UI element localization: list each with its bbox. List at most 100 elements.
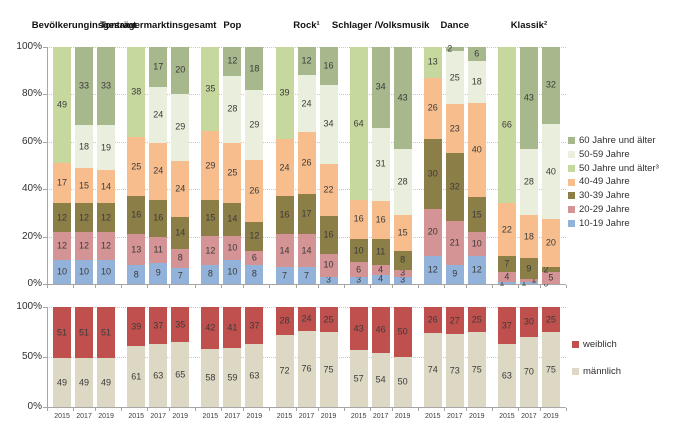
x-axis-tick [243,408,245,411]
bar-segment: 10 [223,236,242,261]
bar-segment: 9 [519,257,538,280]
bar-segment: 7 [171,267,190,284]
bar-segment: 3 [393,268,412,277]
x-axis-tick [195,408,197,411]
bar-value-label: 29 [249,119,260,130]
bar-segment: 7 [297,267,316,284]
x-axis-tick [95,408,97,411]
bar-value-label: 20 [427,226,438,237]
bar-value-label: 1 [499,277,505,288]
bar-value-label: 49 [101,377,112,387]
year-label: 2017 [372,413,389,420]
bar-value-label: 24 [153,109,164,120]
x-axis-tick [169,408,171,411]
bar-value-label: 24 [279,162,290,173]
bar-segment: 5 [541,272,560,284]
legend-label: 50 Jahre und älter³ [579,162,659,174]
bar: 10 12 12 14 19 33 [97,47,116,284]
legend-item: 10-19 Jahre [568,219,630,229]
age-distribution-chart: 100% 80% 60% 40% 20% 0% 10 12 12 17 49 10 12 12 15 18 33… [16,41,567,289]
bar: 7 14 17 26 24 12 [297,47,316,284]
bar-segment: 22 [497,203,516,256]
bar-value-label: 15 [471,209,482,220]
bar-value-label: 22 [501,224,512,235]
x-axis-tick [491,408,493,411]
x-axis-tick [243,285,245,288]
bar-value-label: 24 [175,183,186,194]
group-header: Pop [223,19,242,31]
bar-segment: 12 [53,231,72,261]
bar-segment: 58 [201,349,220,407]
bar-segment: 12 [97,231,116,261]
bar-segment: 40 [467,103,486,198]
bar-value-label: 16 [131,209,142,220]
bar-value-label: 16 [323,60,334,71]
legend-label: 10-19 Jahre [579,217,630,229]
x-axis-tick [47,285,48,288]
group-header: Bevölkerung insgesamt [31,19,137,31]
bar-segment: 18 [245,47,264,91]
group-headers: Bevölkerung insgesamt Tonträgermarkt insges… [0,0,675,46]
bar-segment: 32 [445,152,464,221]
y-tick-label: 0% [27,401,42,412]
legend-swatch [568,151,575,159]
bar-segment: 8 [171,249,190,268]
bar: 8 13 16 25 38 [127,47,146,284]
bar-value-label: 4 [378,264,384,275]
year-label: 2017 [298,413,315,420]
legend-item: 60 Jahre und älter [568,136,656,146]
bar-segment: 4 [497,272,516,282]
age-legend: 60 Jahre und älter 50-59 Jahre 50 Jahre un… [560,130,675,260]
bar-segment: 24 [297,307,316,331]
bar: 72 28 [275,307,294,407]
bar-value-label: 40 [471,144,482,155]
bar-segment: 10 [75,260,94,284]
bar-segment: 61 [127,346,146,407]
bar-segment: 28 [393,148,412,216]
bar-value-label: 58 [205,372,216,383]
bar-value-label: 25 [545,314,556,324]
bar-segment: 50 [393,357,412,407]
bar-value-label: 10 [353,245,364,255]
legend-swatch [568,192,575,200]
legend-item: 30-39 Jahre [568,191,630,201]
bar-segment: 46 [371,307,390,353]
bar-value-label: 12 [79,212,90,223]
x-axis-tick [121,408,123,411]
bar-segment: 11 [149,237,168,263]
y-tick-label: 100% [16,41,42,52]
bar: 57 43 [349,307,368,407]
bar-value-label: 16 [375,214,386,225]
bar-value-label: 76 [301,363,312,374]
x-axis-tick [465,408,467,411]
bar-segment: 6 [245,250,264,265]
bar-value-label: 10 [57,266,68,277]
legend-label: weiblich [583,339,617,350]
bar-segment: 9 [149,262,168,284]
x-axis-tick [566,408,567,411]
bar-segment: 64 [349,47,368,201]
legend-label: 60 Jahre und älter [579,135,656,146]
bar-segment: 34 [319,84,338,165]
bar-segment: 14 [223,202,242,237]
x-axis-tick [295,408,297,411]
bar-value-label: 25 [323,314,334,324]
bar-segment: 16 [319,215,338,254]
bar-segment: 25 [445,51,464,105]
year-label: 2019 [320,413,337,420]
year-label: 2015 [276,413,293,420]
x-axis-tick [369,408,371,411]
bar-segment: 22 [319,164,338,216]
bar-segment: 8 [245,264,264,284]
bar-value-label: 4 [378,273,384,284]
gender-legend: weiblich männlich [560,330,675,390]
bar-segment: 7 [497,255,516,273]
bar-segment: 28 [223,75,242,143]
bar: 8 6 12 26 29 18 [245,47,264,284]
y-axis-tick [43,236,47,238]
bar-value-label: 12 [227,55,238,66]
bar-segment: 75 [319,332,338,407]
bar-value-label: 8 [207,268,213,279]
x-axis-tick [269,408,271,411]
bar-value-label: 43 [397,92,408,103]
